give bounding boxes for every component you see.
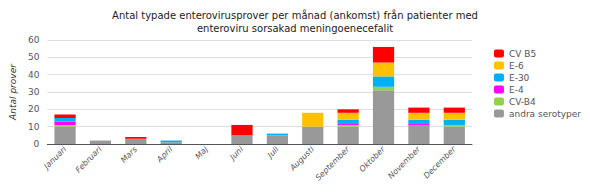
- svg-text:Antal prover: Antal prover: [8, 63, 18, 121]
- svg-text:Januari: Januari: [41, 144, 69, 172]
- svg-text:April: April: [154, 144, 175, 165]
- svg-text:enteroviru sorsakad meningoene: enteroviru sorsakad meningoenecefalit: [197, 23, 393, 34]
- svg-text:20: 20: [28, 104, 40, 114]
- svg-text:November: November: [386, 144, 422, 180]
- svg-text:30: 30: [28, 87, 40, 97]
- svg-text:Oktober: Oktober: [358, 144, 388, 174]
- svg-text:Augusti: Augusti: [288, 144, 317, 173]
- svg-text:CV-B4: CV-B4: [509, 97, 536, 107]
- svg-text:December: December: [422, 144, 458, 180]
- svg-text:CV B5: CV B5: [509, 49, 536, 59]
- svg-text:E-6: E-6: [509, 61, 524, 71]
- svg-text:10: 10: [28, 122, 40, 132]
- svg-text:Juni: Juni: [227, 144, 246, 163]
- svg-text:E-30: E-30: [509, 73, 530, 83]
- svg-text:40: 40: [28, 70, 40, 80]
- svg-text:andra serotyper: andra serotyper: [509, 109, 581, 119]
- svg-text:Mars: Mars: [119, 145, 139, 165]
- svg-text:Maj: Maj: [194, 144, 211, 161]
- svg-text:50: 50: [28, 52, 40, 62]
- svg-text:Antal typade enterovirusprover: Antal typade enterovirusprover per månad…: [112, 9, 478, 21]
- svg-text:Februari: Februari: [74, 144, 104, 174]
- svg-text:60: 60: [28, 35, 40, 45]
- svg-text:Juli: Juli: [264, 144, 281, 161]
- svg-text:0: 0: [34, 139, 40, 149]
- svg-text:September: September: [314, 144, 352, 182]
- svg-text:E-4: E-4: [509, 85, 524, 95]
